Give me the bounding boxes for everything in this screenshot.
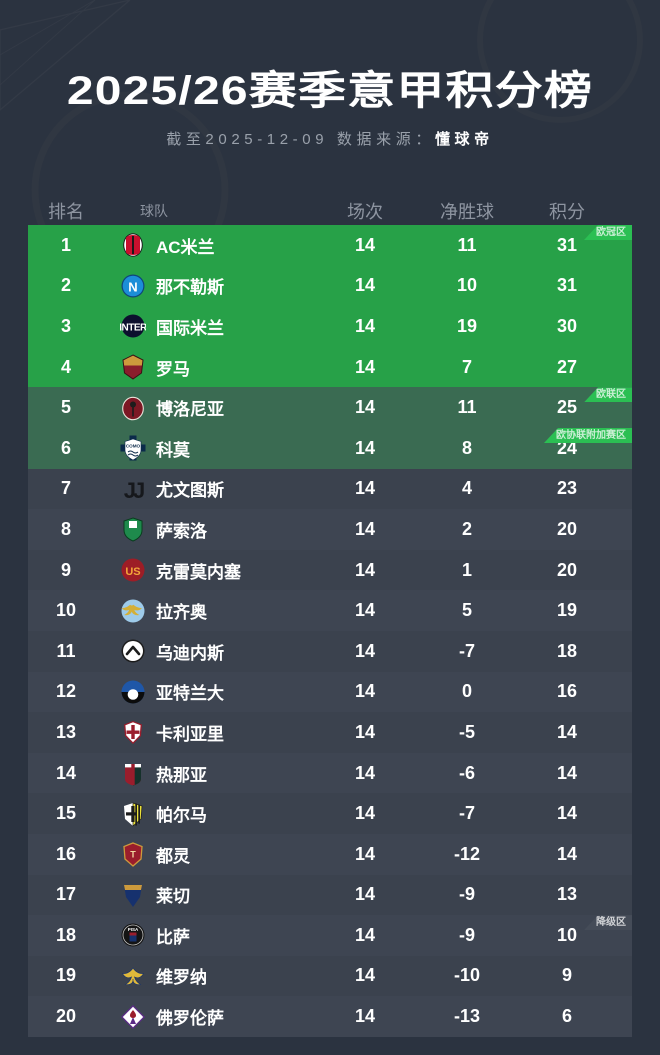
svg-text:N: N [128, 279, 137, 294]
svg-text:JJ: JJ [124, 478, 144, 502]
svg-text:INTER: INTER [120, 323, 146, 334]
svg-text:PISA: PISA [128, 927, 139, 932]
svg-text:COMO: COMO [126, 444, 141, 449]
svg-text:T: T [130, 850, 136, 860]
svg-text:US: US [125, 566, 140, 578]
